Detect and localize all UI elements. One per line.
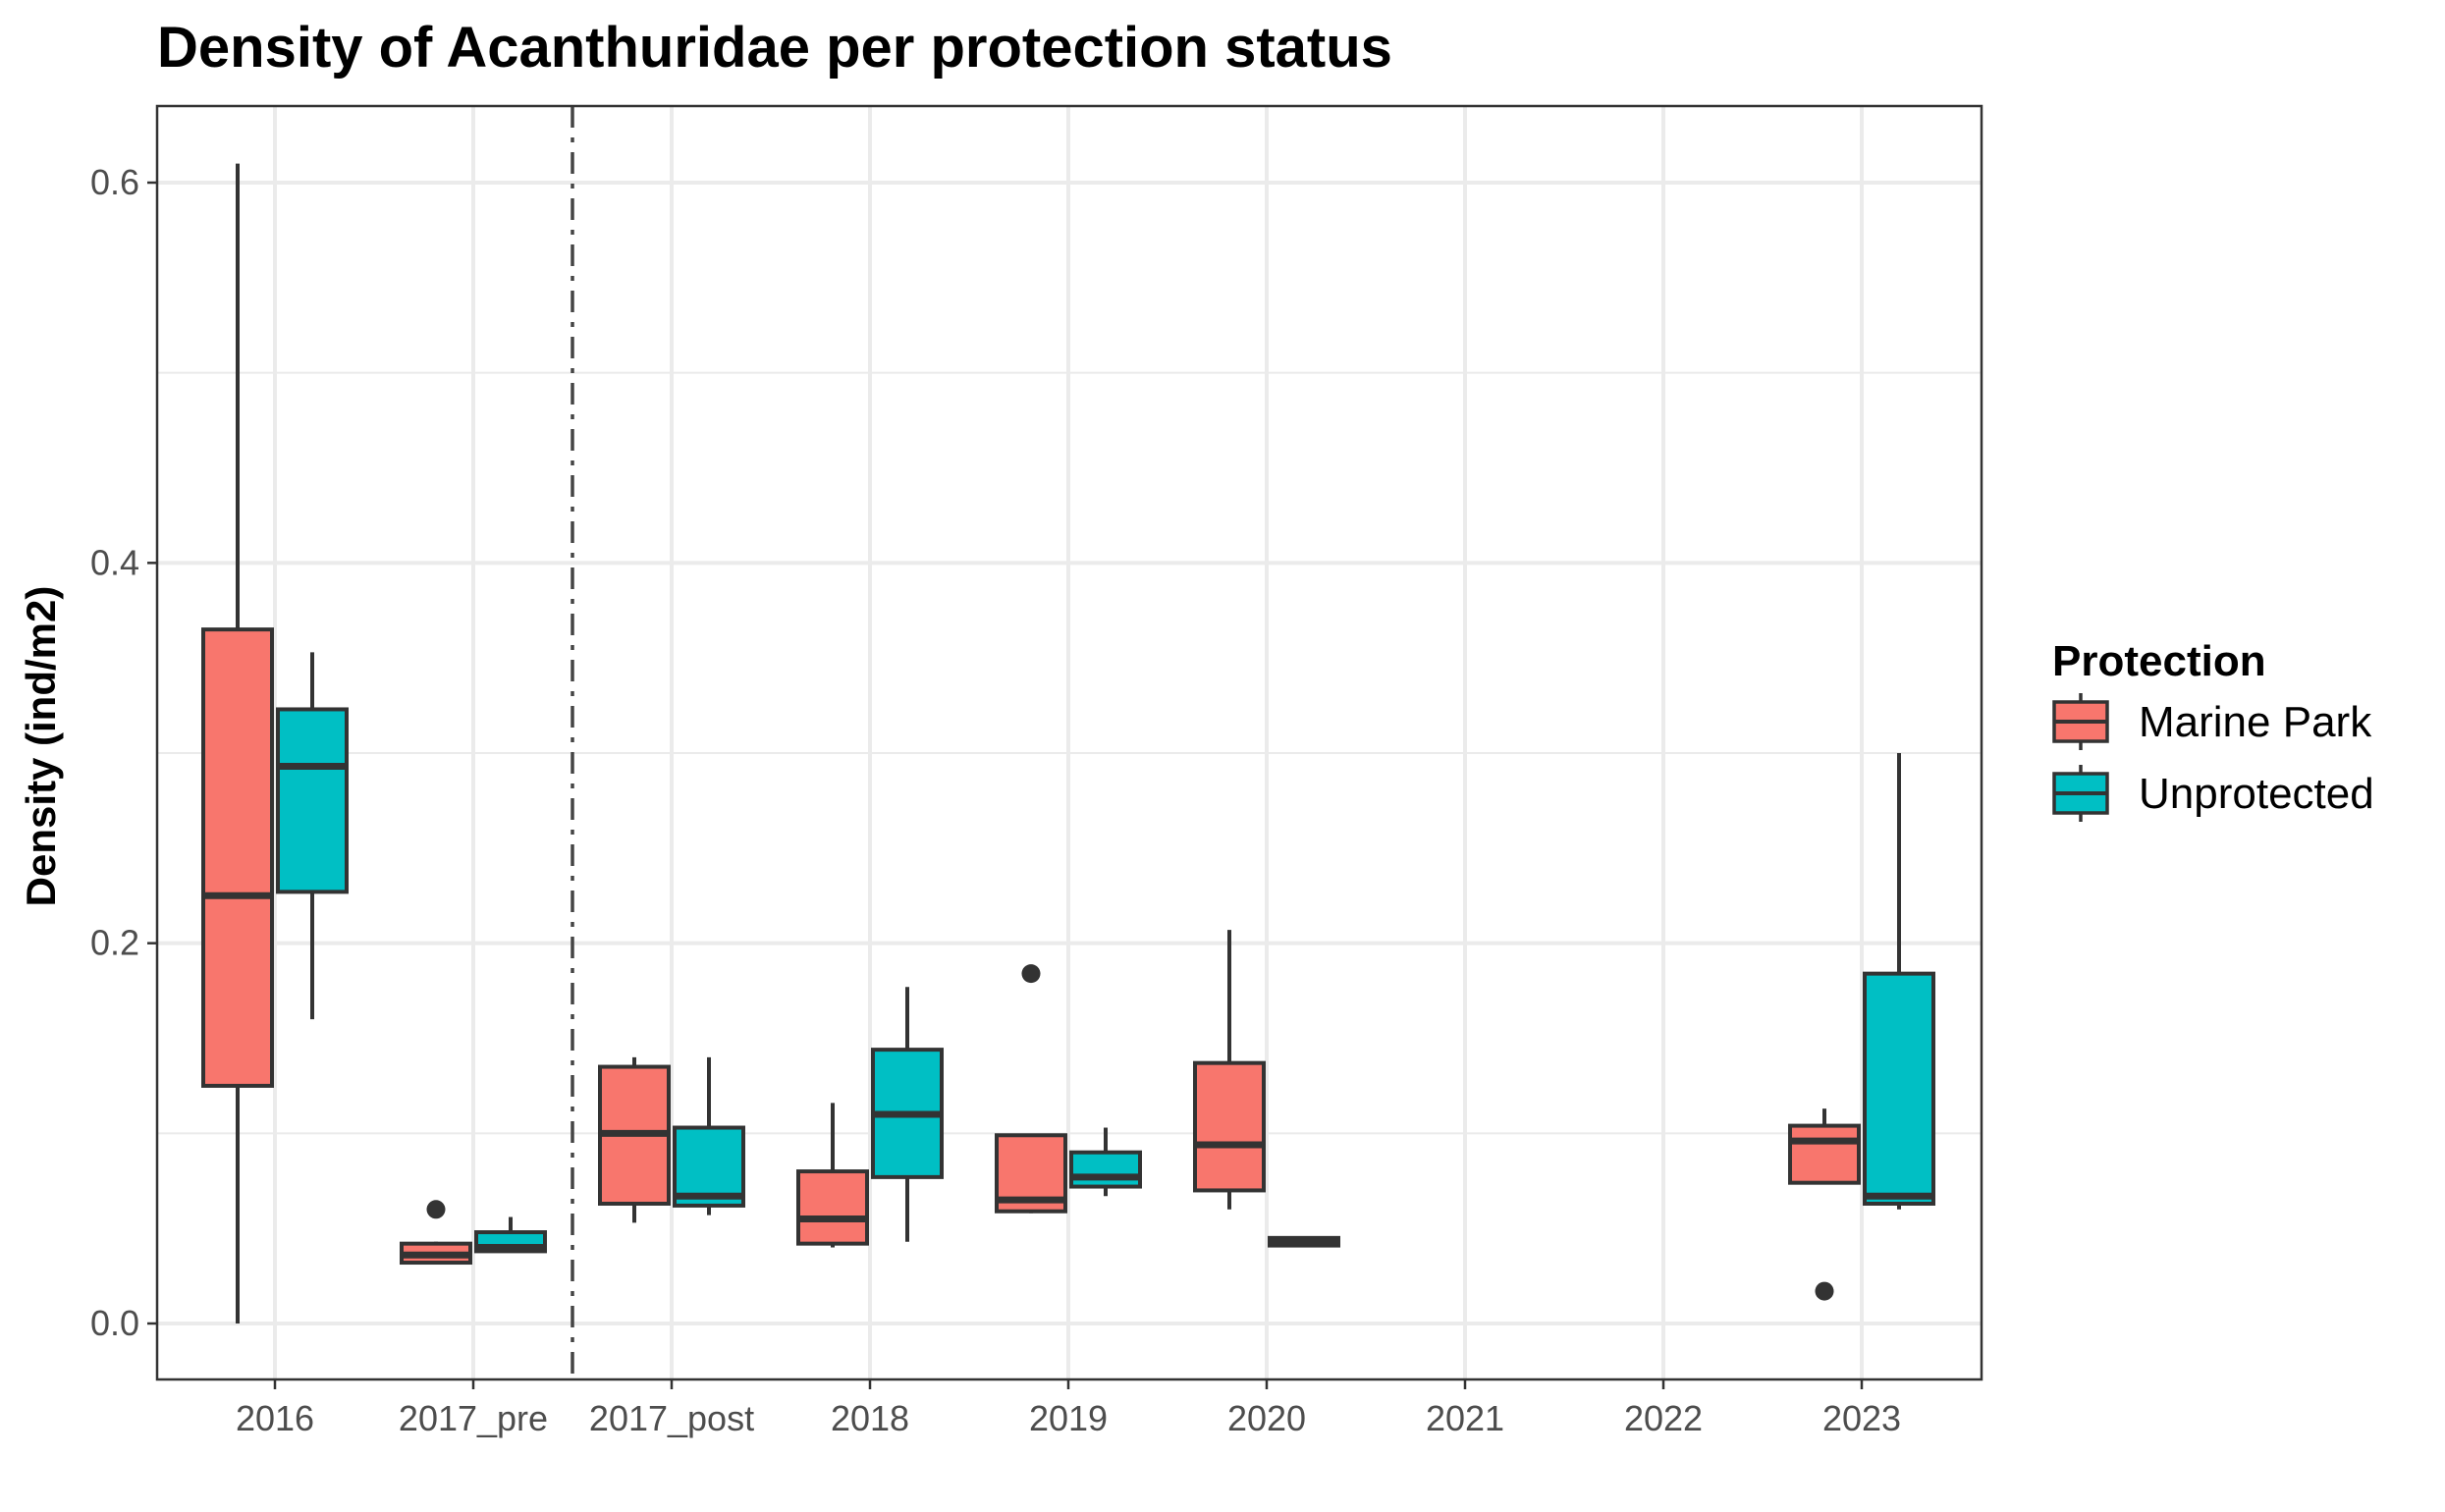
box-body (1788, 1123, 1861, 1185)
legend-key-marine-park (2052, 693, 2109, 750)
y-axis-label: Density (ind/m2) (18, 586, 64, 907)
legend-title: Protection (2052, 637, 2266, 685)
box-body (796, 1169, 869, 1246)
box-body (673, 1125, 745, 1208)
box-marine-park-2023 (1788, 1108, 1861, 1301)
legend-key-unprotected (2052, 765, 2109, 822)
y-tick-label: 0.4 (90, 542, 139, 582)
y-tick-label: 0.2 (90, 923, 139, 963)
chart-title: Density of Acanthuridae per protection s… (157, 16, 1392, 80)
x-tick-label: 2022 (1624, 1398, 1703, 1438)
x-tick-label: 2018 (831, 1398, 909, 1438)
box-unprotected-2023 (1863, 753, 1935, 1210)
legend-label: Marine Park (2139, 698, 2372, 746)
box-marine-park-2017_post (598, 1056, 671, 1223)
box-body (276, 707, 349, 894)
box-marine-park-2016 (201, 163, 274, 1323)
y-tick-label: 0.6 (90, 162, 139, 202)
x-tick-label: 2020 (1227, 1398, 1306, 1438)
box-marine-park-2019 (995, 964, 1067, 1214)
legend: Protection Marine Park Unprotected (2052, 637, 2374, 822)
x-tick-label: 2017_post (589, 1398, 754, 1438)
x-tick-label: 2017_pre (399, 1398, 548, 1438)
x-tick-label: 2023 (1822, 1398, 1901, 1438)
box-unprotected-2017_pre (474, 1216, 547, 1254)
box-unprotected-2018 (871, 987, 944, 1242)
box-unprotected-2019 (1069, 1127, 1142, 1197)
box-unprotected-2017_post (673, 1056, 745, 1215)
box-body (1193, 1060, 1266, 1193)
box-unprotected-2016 (276, 652, 349, 1020)
x-tick-label: 2021 (1426, 1398, 1504, 1438)
y-tick-label: 0.0 (90, 1303, 139, 1343)
box-marine-park-2020 (1193, 930, 1266, 1210)
box-body (201, 627, 274, 1088)
box-unprotected-2020 (1268, 1235, 1340, 1248)
box-body (1069, 1150, 1142, 1189)
box-marine-park-2018 (796, 1103, 869, 1248)
box-body (1863, 971, 1935, 1206)
x-tick-label: 2016 (236, 1398, 314, 1438)
x-tick-label: 2019 (1029, 1398, 1108, 1438)
outlier-point (1021, 964, 1041, 984)
outlier-point (1815, 1281, 1834, 1301)
box-marine-park-2017_pre (400, 1200, 472, 1266)
plot-area: 0.0 0.2 0.4 0.6 2016 2017_pre 2017_post 2018 201… (90, 104, 1983, 1438)
outlier-point (426, 1200, 446, 1219)
legend-label: Unprotected (2139, 770, 2374, 818)
